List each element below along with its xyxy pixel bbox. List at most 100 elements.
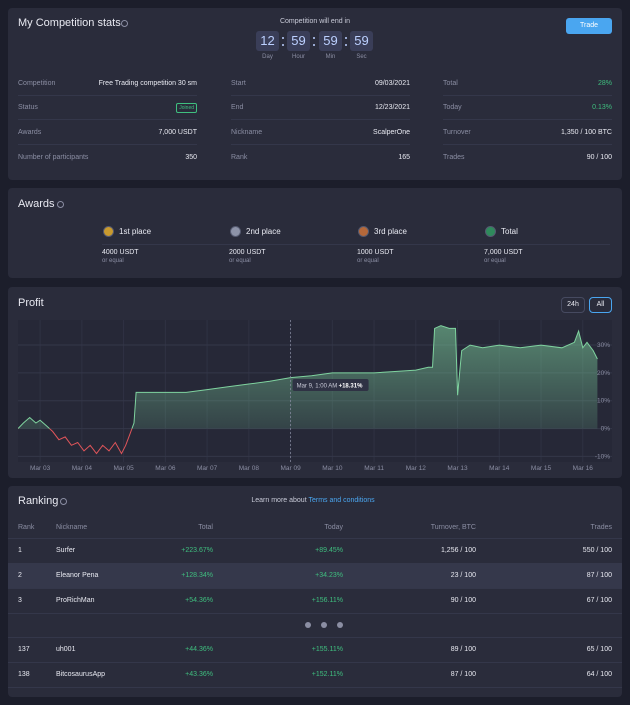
stat-value: 12/23/2021 [374,104,410,111]
separator [102,244,610,245]
separator [18,144,197,145]
table-cell: 2 [18,572,22,579]
timer-unit: Sec [356,54,367,60]
table-cell: +152.11% [311,671,343,678]
table-cell: 64 / 100 [586,671,612,678]
profit-line [18,325,598,429]
range-button[interactable]: 24h [561,297,585,313]
row-highlight [8,563,622,588]
x-tick-label: Mar 04 [72,465,93,472]
info-icon[interactable] [57,201,64,208]
table-cell: 23 / 100 [450,572,476,579]
separator [18,95,197,96]
timer-unit: Min [325,54,336,60]
table-header: Trades [590,524,612,531]
table-cell: +128.34% [181,572,213,579]
info-icon[interactable] [60,498,67,505]
award-icon [230,226,241,237]
stat-label: Total [443,80,458,87]
table-cell: 1,256 / 100 [440,547,476,554]
stat-value: 0.13% [592,104,612,111]
table-header: Rank [18,524,35,531]
table-cell: 1 [18,547,22,554]
timer-box: 59 [287,31,310,51]
stat-label: Trades [443,154,465,161]
x-tick-label: Mar 08 [239,465,260,472]
table-cell: +156.11% [311,597,343,604]
table-cell: Surfer [56,547,76,554]
award-icon [485,226,496,237]
y-tick-label: 0% [601,426,611,433]
table-cell: +155.11% [311,646,343,653]
table-header: Nickname [56,524,88,531]
award-amount: 4000 USDT [102,249,139,256]
timer-colon-dot [282,37,284,39]
awards-panel [8,188,622,278]
stat-label: Competition [18,80,56,87]
timer-caption: Competition will end in [279,18,351,25]
separator [8,538,622,539]
separator [443,119,612,120]
stats-panel [8,8,622,180]
table-cell: Eleanor Pena [56,572,99,579]
stats-title: My Competition stats [18,17,121,29]
stat-value: ScalperOne [373,129,410,136]
table-cell: 65 / 100 [586,646,612,653]
award-place: 2nd place [246,227,281,236]
separator [8,613,622,614]
award-note: or equal [102,258,124,264]
award-note: or equal [357,258,379,264]
table-cell: 67 / 100 [586,597,612,604]
award-place: 3rd place [374,227,407,236]
separator [8,588,622,589]
x-tick-label: Mar 16 [573,465,594,472]
stat-value: 165 [398,154,410,161]
table-cell: +44.36% [185,646,213,653]
terms-link[interactable]: Terms and conditions [308,497,375,504]
separator [8,637,622,638]
x-tick-label: Mar 09 [280,465,301,472]
stat-label: Rank [231,154,248,161]
stat-label: Nickname [231,129,263,136]
range-button[interactable]: All [589,297,612,313]
status-badge: Joined [176,103,197,113]
stat-value: 7,000 USDT [158,129,197,136]
table-cell: 3 [18,597,22,604]
separator [231,95,410,96]
award-amount: 7,000 USDT [484,249,523,256]
separator [443,144,612,145]
ranking-panel [8,486,622,697]
timer-unit: Hour [291,54,305,60]
stat-value: 350 [185,154,197,161]
table-cell: +54.36% [185,597,213,604]
table-header: Total [198,524,213,531]
award-icon [103,226,114,237]
stat-label: Today [443,104,462,111]
trade-button[interactable]: Trade [566,18,612,34]
timer-colon-dot [345,37,347,39]
timer-unit: Day [262,54,273,60]
table-cell: +89.45% [315,547,343,554]
x-tick-label: Mar 15 [531,465,552,472]
table-header: Today [324,524,343,531]
table-cell: +43.36% [185,671,213,678]
x-tick-label: Mar 13 [447,465,468,472]
info-icon[interactable] [121,20,128,27]
separator [18,119,197,120]
award-note: or equal [484,258,506,264]
stat-value: Free Trading competition 30 sm [98,80,197,87]
stat-value: 09/03/2021 [374,80,410,87]
stat-label: Status [18,104,38,111]
table-cell: BitcosaurusApp [56,671,106,678]
more-dot [305,622,311,628]
y-tick-label: 10% [597,398,610,405]
table-cell: 550 / 100 [582,547,612,554]
stat-label: End [231,104,244,111]
stat-label: Start [231,80,246,87]
table-cell: +223.67% [181,547,213,554]
timer-colon-dot [313,44,315,46]
x-tick-label: Mar 06 [155,465,176,472]
profit-chart: Mar 03 Mar 04 Mar 05 Mar 06 Mar 07 Mar 08 Mar … [18,320,612,472]
stat-value: 1,350 / 100 BTC [561,129,612,136]
table-cell: 138 [18,671,30,678]
